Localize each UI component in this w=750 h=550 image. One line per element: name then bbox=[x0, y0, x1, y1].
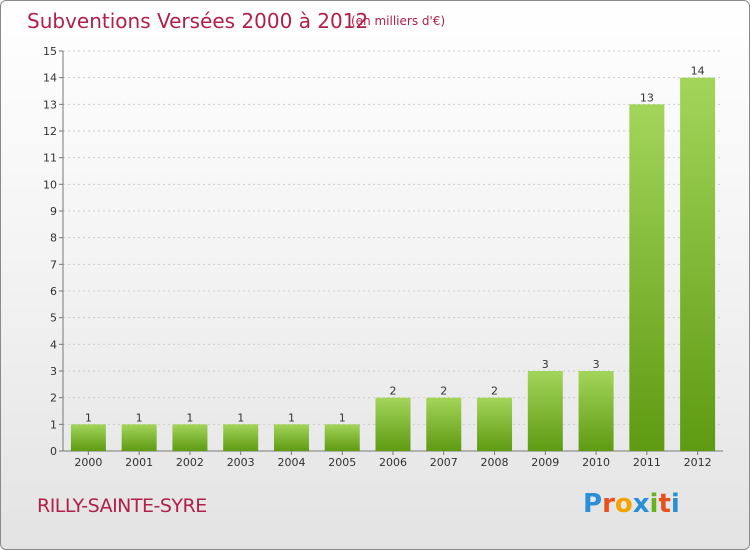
bar-value-label: 1 bbox=[339, 411, 346, 424]
chart-subtitle: (en milliers d'€) bbox=[351, 14, 446, 28]
bar-value-label: 13 bbox=[640, 91, 654, 104]
y-tick-label: 12 bbox=[43, 125, 57, 138]
x-tick-label: 2010 bbox=[582, 456, 610, 469]
x-tick-label: 2006 bbox=[379, 456, 407, 469]
y-tick-label: 7 bbox=[50, 258, 57, 271]
x-tick-label: 2004 bbox=[277, 456, 305, 469]
logo-letter: x bbox=[632, 489, 650, 519]
bar-2003 bbox=[223, 424, 259, 451]
bar-2004 bbox=[273, 424, 309, 451]
bar-2002 bbox=[172, 424, 208, 451]
y-tick-label: 11 bbox=[43, 152, 57, 165]
bar-value-label: 1 bbox=[237, 411, 244, 424]
bar-value-label: 1 bbox=[186, 411, 193, 424]
bar-value-label: 2 bbox=[440, 385, 447, 398]
bar-value-label: 2 bbox=[491, 385, 498, 398]
x-tick-label: 2012 bbox=[684, 456, 712, 469]
x-tick-label: 2000 bbox=[74, 456, 102, 469]
logo-letter: o bbox=[614, 489, 633, 519]
bar-2006 bbox=[375, 397, 411, 451]
bar-2001 bbox=[121, 424, 157, 451]
x-tick-label: 2003 bbox=[227, 456, 255, 469]
y-tick-label: 3 bbox=[50, 365, 57, 378]
bar-value-label: 3 bbox=[593, 358, 600, 371]
y-tick-label: 1 bbox=[50, 418, 57, 431]
x-tick-label: 2005 bbox=[328, 456, 356, 469]
logo-letter: r bbox=[602, 489, 615, 519]
x-tick-label: 2002 bbox=[176, 456, 204, 469]
proxiti-logo: Proxiti bbox=[583, 489, 680, 519]
bar-2009 bbox=[527, 371, 563, 451]
bar-2000 bbox=[70, 424, 106, 451]
bar-value-label: 3 bbox=[542, 358, 549, 371]
y-tick-label: 5 bbox=[50, 312, 57, 325]
y-tick-label: 10 bbox=[43, 178, 57, 191]
bar-value-label: 2 bbox=[390, 385, 397, 398]
y-tick-label: 14 bbox=[43, 72, 57, 85]
bar-value-label: 14 bbox=[691, 65, 705, 78]
bar-2005 bbox=[324, 424, 360, 451]
y-tick-label: 8 bbox=[50, 232, 57, 245]
x-tick-label: 2009 bbox=[531, 456, 559, 469]
logo-letter: i bbox=[649, 489, 659, 519]
bar-2010 bbox=[578, 371, 614, 451]
bar-2008 bbox=[477, 397, 513, 451]
x-tick-label: 2007 bbox=[430, 456, 458, 469]
x-tick-label: 2001 bbox=[125, 456, 153, 469]
y-tick-label: 0 bbox=[50, 445, 57, 458]
y-tick-label: 2 bbox=[50, 392, 57, 405]
chart-title: Subventions Versées 2000 à 2012 bbox=[27, 9, 369, 33]
y-tick-label: 13 bbox=[43, 98, 57, 111]
y-tick-label: 6 bbox=[50, 285, 57, 298]
bar-value-label: 1 bbox=[288, 411, 295, 424]
bar-2007 bbox=[426, 397, 462, 451]
logo-letter: P bbox=[583, 489, 603, 519]
y-tick-label: 4 bbox=[50, 338, 57, 351]
bar-value-label: 1 bbox=[85, 411, 92, 424]
logo-letter: i bbox=[670, 489, 680, 519]
logo-letter: t bbox=[658, 489, 671, 519]
x-tick-label: 2011 bbox=[633, 456, 661, 469]
commune-name: RILLY-SAINTE-SYRE bbox=[37, 495, 207, 517]
x-tick-label: 2008 bbox=[481, 456, 509, 469]
y-tick-label: 9 bbox=[50, 205, 57, 218]
y-tick-label: 15 bbox=[43, 45, 57, 58]
bar-2011 bbox=[629, 104, 665, 451]
bar-value-label: 1 bbox=[136, 411, 143, 424]
bar-2012 bbox=[680, 77, 716, 452]
